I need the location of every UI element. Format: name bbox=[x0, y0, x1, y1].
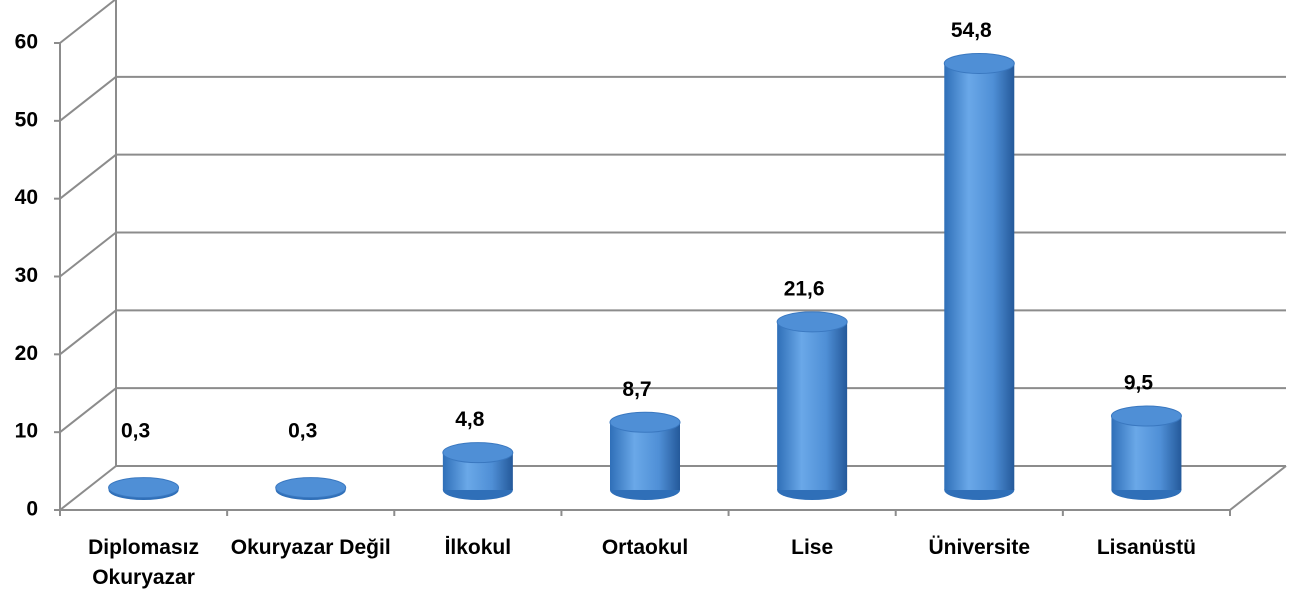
data-label: 54,8 bbox=[951, 19, 992, 42]
x-tick-label: Ortaokul bbox=[601, 536, 689, 559]
grid-line bbox=[59, 76, 117, 122]
bar-top bbox=[1110, 405, 1182, 427]
y-tick-label: 10 bbox=[15, 420, 38, 443]
grid-line bbox=[59, 309, 117, 356]
bar bbox=[777, 321, 848, 490]
x-tick-label: Diplomasız Okuryazar bbox=[88, 536, 199, 589]
grid-line bbox=[59, 465, 117, 511]
y-tick-label: 30 bbox=[15, 264, 38, 287]
bar-top bbox=[943, 52, 1015, 74]
grid-line bbox=[59, 387, 117, 433]
bar bbox=[944, 63, 1015, 491]
x-tick-label: İlkokul bbox=[444, 536, 512, 559]
grid-line bbox=[59, 0, 117, 44]
data-label: 21,6 bbox=[784, 277, 825, 300]
bar bbox=[1111, 416, 1182, 490]
x-tick-label: Üniversite bbox=[928, 536, 1031, 559]
data-label: 4,8 bbox=[455, 408, 485, 431]
x-tick-label: Okuryazar Değil bbox=[230, 536, 391, 559]
data-label: 8,7 bbox=[622, 378, 651, 401]
bar-top bbox=[609, 411, 681, 433]
bar-top bbox=[776, 311, 848, 333]
bar-top bbox=[275, 477, 347, 499]
y-tick-label: 20 bbox=[15, 342, 38, 365]
y-tick-label: 50 bbox=[15, 108, 38, 131]
bar-top bbox=[108, 477, 180, 499]
y-tick-label: 40 bbox=[15, 186, 38, 209]
y-tick-label: 60 bbox=[15, 31, 38, 54]
y-tick-label: 0 bbox=[26, 498, 38, 521]
bar bbox=[610, 422, 680, 490]
data-label: 0,3 bbox=[121, 420, 150, 443]
x-tick-label: Lise bbox=[791, 536, 834, 559]
axis-line bbox=[1229, 465, 1287, 511]
grid-line bbox=[59, 153, 117, 200]
bar-top bbox=[442, 442, 514, 464]
x-tick-label: Lisanüstü bbox=[1096, 536, 1197, 559]
grid-line bbox=[59, 231, 117, 278]
data-label: 0,3 bbox=[288, 420, 317, 443]
data-label: 9,5 bbox=[1124, 372, 1154, 395]
